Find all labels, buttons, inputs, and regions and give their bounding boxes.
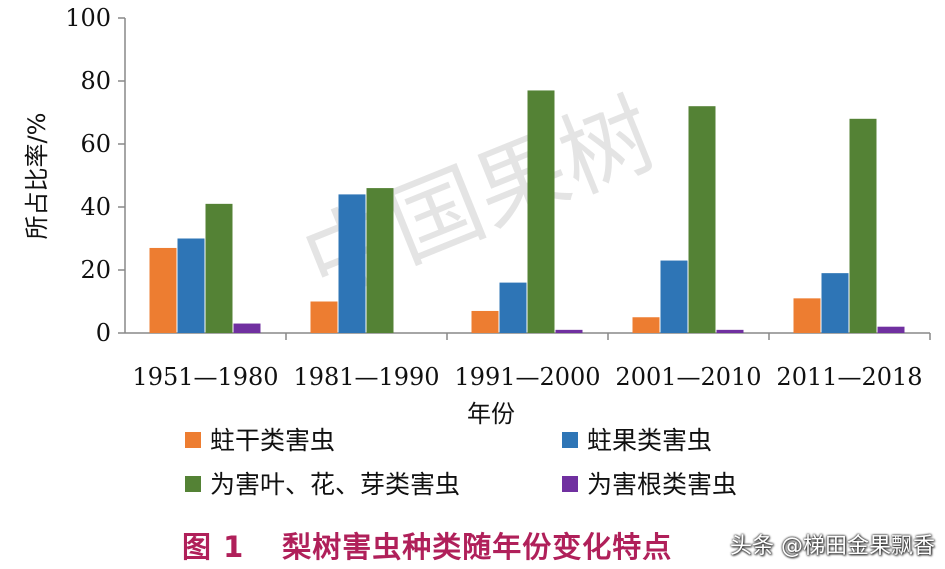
legend-label: 为害叶、花、芽类害虫 bbox=[210, 470, 460, 499]
legend-swatch bbox=[562, 476, 578, 492]
bar bbox=[177, 238, 205, 333]
bar bbox=[338, 194, 366, 333]
axes: 0 20 40 60 80 100 所占比率/% 1951—1980 1981—1990 1991… bbox=[23, 4, 931, 428]
x-tick-label: 1991—2000 bbox=[454, 363, 600, 391]
bar bbox=[499, 282, 527, 333]
legend-swatch bbox=[185, 476, 201, 492]
x-tick-label: 1951—1980 bbox=[132, 363, 278, 391]
legend-label: 蛀果类害虫 bbox=[587, 426, 712, 455]
legend-swatch bbox=[185, 432, 201, 448]
legend-label: 为害根类害虫 bbox=[587, 470, 737, 499]
y-tick-label: 100 bbox=[65, 4, 111, 32]
bar bbox=[632, 317, 660, 333]
bar bbox=[366, 188, 394, 333]
x-tick-label: 1981—1990 bbox=[293, 363, 439, 391]
y-axis-label: 所占比率/% bbox=[23, 113, 51, 240]
bar bbox=[793, 298, 821, 333]
bar bbox=[205, 203, 233, 333]
y-tick-label: 80 bbox=[80, 67, 111, 95]
bar bbox=[149, 247, 177, 333]
bar bbox=[688, 106, 716, 333]
legend-label: 蛀干类害虫 bbox=[210, 426, 335, 455]
bar bbox=[877, 326, 905, 333]
bar bbox=[555, 329, 583, 333]
x-axis-label: 年份 bbox=[467, 400, 515, 428]
bar bbox=[849, 118, 877, 333]
figure-title: 梨树害虫种类随年份变化特点 bbox=[282, 530, 673, 564]
legend-swatch bbox=[562, 432, 578, 448]
y-tick-label: 60 bbox=[80, 130, 111, 158]
bars bbox=[149, 90, 905, 333]
figure-label: 图 1 bbox=[182, 530, 245, 564]
x-tick-label: 2011—2018 bbox=[776, 363, 922, 391]
x-tick-label: 2001—2010 bbox=[615, 363, 761, 391]
figure-caption: 图 1 梨树害虫种类随年份变化特点 bbox=[182, 524, 672, 566]
bar bbox=[527, 90, 555, 333]
bar bbox=[471, 310, 499, 333]
bar bbox=[821, 273, 849, 333]
bar bbox=[660, 260, 688, 333]
bar bbox=[233, 323, 261, 333]
y-tick-label: 40 bbox=[80, 193, 111, 221]
y-tick-label: 0 bbox=[96, 319, 111, 347]
source-watermark: 头条 @梯田金果飘香 bbox=[730, 534, 935, 559]
bar bbox=[310, 301, 338, 333]
y-tick-label: 20 bbox=[80, 256, 111, 284]
bar bbox=[716, 329, 744, 333]
